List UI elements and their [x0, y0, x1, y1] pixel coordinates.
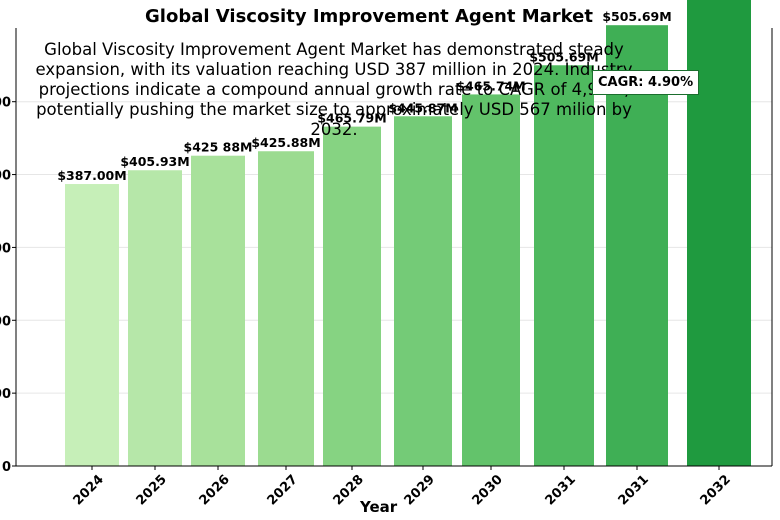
y-tick-label: 0 [2, 460, 11, 475]
x-tick-label: 2024 [71, 472, 107, 508]
bar-value-label: $425.88M [251, 135, 320, 150]
data-labels: $387.00M$405.93M$425 88M$425.88M $465.79M… [57, 9, 671, 183]
x-tick-label: 2027 [265, 472, 301, 508]
x-tick-label: 2025 [134, 472, 170, 508]
y-tick-label: 00 [0, 96, 11, 111]
bar [462, 94, 520, 466]
bar-value-label: $465.74M [456, 78, 525, 93]
bar-value-label: $425 88M [184, 140, 253, 155]
market-annotation: Global Viscosity Improvement Agent Marke… [35, 40, 633, 139]
bar-value-label: $405.93M [120, 154, 189, 169]
bar [65, 184, 119, 466]
y-axis-ticks: 00000000000 [0, 96, 16, 475]
y-tick-label: 00 [0, 241, 11, 256]
chart-title: Global Viscosity Improvement Agent Marke… [145, 6, 593, 27]
x-tick-label: 2031 [616, 472, 652, 508]
x-axis-label: Year [360, 498, 398, 516]
bar-value-label: $505.69M [529, 49, 598, 64]
bar [323, 126, 381, 467]
bars [65, 0, 751, 467]
y-tick-label: 00 [0, 169, 11, 184]
x-tick-label: 2029 [402, 472, 438, 508]
bar [534, 65, 594, 467]
bar [128, 170, 182, 467]
x-axis-ticks: 2024 2025 2026 2027 2028 2029 2030 2031 2031 2032 [71, 466, 734, 508]
x-tick-label: 2030 [470, 472, 506, 508]
bar [191, 155, 245, 466]
y-tick-label: 00 [0, 387, 11, 402]
y-tick-label: 00 [0, 314, 11, 329]
cagr-badge: CAGR: 4.90% [592, 70, 700, 95]
bar [606, 25, 668, 467]
x-tick-label: 2026 [197, 472, 233, 508]
bar-value-label: $387.00M [57, 168, 126, 183]
x-tick-label: 2031 [543, 472, 579, 508]
bar-value-label: $445.87M [388, 100, 457, 115]
bar-value-label: $505.69M [602, 9, 671, 24]
bar-value-label: $465.79M [317, 111, 386, 126]
bar [258, 151, 314, 466]
bar [394, 116, 452, 466]
x-tick-label: 2032 [698, 472, 734, 508]
